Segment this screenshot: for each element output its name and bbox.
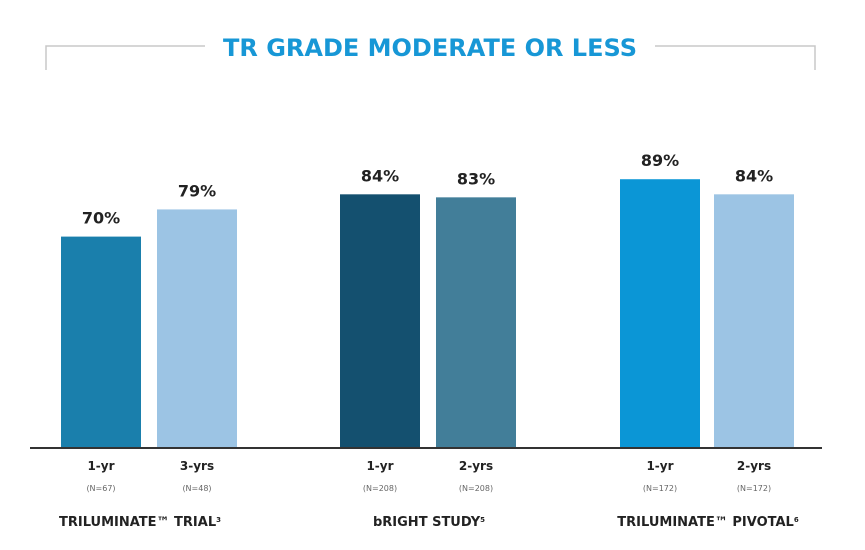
group-label-superscript: 5 — [480, 516, 485, 524]
group-label-superscript: 6 — [794, 516, 799, 524]
data-label: 83% — [457, 169, 495, 188]
group-label: TRILUMINATE™ PIVOTAL6 — [617, 515, 799, 530]
group-label: bRIGHT STUDY5 — [373, 515, 485, 530]
title-bracket-right — [655, 45, 816, 70]
bar — [340, 194, 420, 448]
group-label-text: TRILUMINATE™ PIVOTAL — [617, 515, 794, 530]
sample-size-label: (N=208) — [363, 484, 397, 493]
tick-label: 2-yrs — [737, 459, 771, 473]
title-bracket — [45, 45, 816, 70]
bar — [436, 197, 516, 448]
sample-size-label: (N=67) — [86, 484, 115, 493]
sample-size-label: (N=172) — [737, 484, 771, 493]
bar — [61, 236, 141, 448]
bar — [620, 179, 700, 448]
sample-size-label: (N=208) — [459, 484, 493, 493]
bar-group: 70% 1-yr (N=67) 79% 3-yrs (N=48) TRILUMINATE™ … — [59, 181, 237, 530]
tick-label: 1-yr — [87, 459, 114, 473]
tick-label: 1-yr — [646, 459, 673, 473]
group-label-text: bRIGHT STUDY — [373, 515, 481, 530]
data-label: 84% — [361, 166, 399, 185]
tick-label: 1-yr — [366, 459, 393, 473]
data-label: 70% — [82, 209, 120, 228]
group-label-text: TRILUMINATE™ TRIAL — [59, 515, 216, 530]
bars-layer: 70% 1-yr (N=67) 79% 3-yrs (N=48) TRILUMINATE™ … — [59, 151, 799, 530]
sample-size-label: (N=48) — [182, 484, 211, 493]
data-label: 89% — [641, 151, 679, 170]
bar-group: 84% 1-yr (N=208) 83% 2-yrs (N=208) bRIGHT STUD… — [340, 166, 516, 530]
title-bracket-left — [45, 45, 205, 70]
tick-label: 3-yrs — [180, 459, 214, 473]
data-label: 79% — [178, 181, 216, 200]
bar-group: 89% 1-yr (N=172) 84% 2-yrs (N=172) TRILUMINATE… — [617, 151, 799, 530]
data-label: 84% — [735, 166, 773, 185]
chart-title: TR GRADE MODERATE OR LESS — [223, 34, 637, 62]
bar — [157, 209, 237, 448]
group-label: TRILUMINATE™ TRIAL3 — [59, 515, 221, 530]
tick-label: 2-yrs — [459, 459, 493, 473]
group-label-superscript: 3 — [216, 516, 221, 524]
sample-size-label: (N=172) — [643, 484, 677, 493]
bar — [714, 194, 794, 448]
